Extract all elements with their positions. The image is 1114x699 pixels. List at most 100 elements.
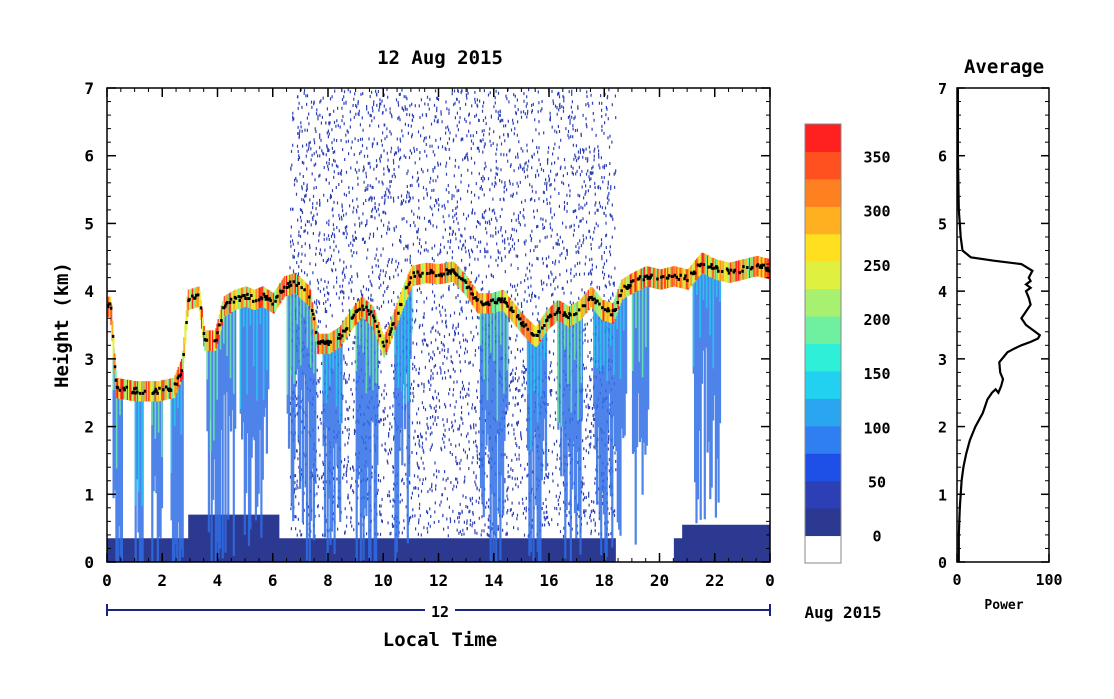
cloud-base-cell	[679, 267, 682, 288]
cloud-base-cell	[623, 278, 625, 299]
x-tick-label: 10	[374, 571, 393, 590]
cloud-base-cell	[633, 272, 635, 293]
x-axis-label: Local Time	[383, 629, 497, 651]
side-x-tick-label: 100	[1035, 571, 1062, 589]
cloud-base-cell	[744, 258, 747, 280]
colorbar-segment	[805, 288, 841, 317]
cloud-base-cell	[739, 260, 742, 281]
cloud-base-cell	[735, 260, 738, 282]
side-y-tick-label: 6	[938, 148, 947, 166]
cloud-base-cell	[540, 319, 543, 340]
cloud-base-cell	[415, 265, 418, 286]
cloud-base-cell	[151, 381, 154, 402]
cloud-base-cell	[397, 300, 400, 321]
cloud-base-cell	[624, 277, 627, 298]
side-x-axis-label: Power	[984, 598, 1023, 613]
cloud-base-cell	[230, 291, 233, 313]
x-tick-label: 8	[323, 571, 333, 590]
cloud-base-cell	[210, 330, 213, 351]
cloud-base-cell	[404, 282, 407, 303]
cloud-base-cell	[461, 271, 464, 292]
cloud-base-cell	[258, 287, 261, 309]
colorbar-tick-label: 100	[863, 419, 890, 437]
cloud-base-cell	[196, 286, 199, 308]
cloud-base-cell	[293, 273, 296, 294]
cloud-base-cell	[313, 314, 316, 336]
cloud-base-cell	[609, 302, 612, 323]
cloud-base-cell	[217, 319, 220, 340]
cloud-base-cell	[704, 254, 707, 275]
x-tick-label: 4	[213, 571, 223, 590]
cloud-base-cell	[602, 300, 604, 321]
cloud-base-cell	[478, 293, 481, 314]
precip-shaft	[557, 309, 583, 562]
colorbar: 0 50 100 150 200 250 300 350	[804, 123, 891, 564]
y-tick-label: 1	[84, 485, 94, 504]
cloud-base-cell	[630, 273, 633, 294]
cloud-base-cell	[172, 378, 175, 399]
colorbar-tick-label: 150	[863, 365, 890, 383]
cloud-base-cell	[345, 316, 348, 338]
precip-shaft	[526, 323, 548, 562]
cloud-base-cell	[524, 317, 527, 338]
cloud-base-cell	[322, 333, 325, 355]
cloud-base-cell	[636, 270, 639, 291]
noise-speckle	[289, 88, 617, 538]
precip-shaft	[170, 369, 184, 562]
cloud-base-cell	[519, 310, 522, 332]
colorbar-tick-label: 50	[868, 473, 886, 491]
cloud-base-cell	[612, 303, 614, 324]
cloud-base-cell	[405, 279, 408, 300]
cloud-base-cell	[165, 379, 168, 400]
cloud-base-cell	[576, 301, 579, 322]
cloud-base-cell	[547, 308, 550, 329]
cloud-base-cell	[355, 303, 358, 324]
cloud-base-cell	[281, 279, 284, 300]
colorbar-tick-label: 250	[863, 257, 890, 275]
cloud-base-cell	[171, 378, 174, 399]
cloud-base-cell	[635, 271, 638, 292]
cloud-base-cell	[370, 304, 372, 325]
precip-core	[631, 277, 647, 378]
cloud-base-cell	[468, 279, 471, 300]
cloud-base-cell	[403, 285, 406, 306]
cloud-base-cell	[719, 260, 722, 281]
precip-core	[394, 277, 413, 404]
x-tick-label: 0	[765, 571, 775, 590]
cloud-base-cell	[374, 312, 377, 334]
cloud-base-cell	[184, 323, 187, 344]
cloud-base-cell	[202, 317, 204, 338]
colorbar-segment	[805, 178, 841, 207]
cloud-base-cell	[120, 378, 123, 399]
colorbar-segment	[805, 370, 841, 399]
cloud-base-cell	[398, 297, 401, 318]
average-power-line	[957, 88, 1042, 562]
cloud-base-cell	[110, 304, 113, 325]
cloud-base-cell	[738, 260, 740, 281]
cloud-base-cell	[621, 279, 624, 300]
cloud-base-cell	[465, 275, 467, 296]
cloud-base-cell	[631, 272, 634, 294]
x-tick-label: 12	[429, 571, 448, 590]
side-y-tick-label: 2	[938, 419, 947, 437]
cloud-base-cell	[333, 330, 336, 351]
cloud-base-cell	[715, 259, 718, 280]
colorbar-segment	[805, 206, 841, 235]
cloud-base-cell	[599, 297, 602, 319]
date-bar-month-year: Aug 2015	[804, 603, 881, 622]
cloud-base-cell	[299, 277, 302, 298]
cloud-base-cell	[354, 304, 357, 325]
cloud-base-cell	[186, 296, 189, 317]
cloud-base-cell	[197, 286, 200, 307]
x-tick-label: 0	[102, 571, 112, 590]
cloud-base-cell	[294, 272, 297, 294]
cloud-base-cell	[747, 258, 750, 279]
cloud-base-cell	[586, 291, 589, 312]
cloud-base-cell	[121, 378, 124, 400]
cloud-base-cell	[268, 290, 271, 311]
cloud-base-cell	[141, 381, 144, 402]
cloud-base-cell	[365, 300, 368, 321]
colorbar-segment	[805, 535, 841, 564]
cloud-base-cell	[331, 331, 334, 353]
